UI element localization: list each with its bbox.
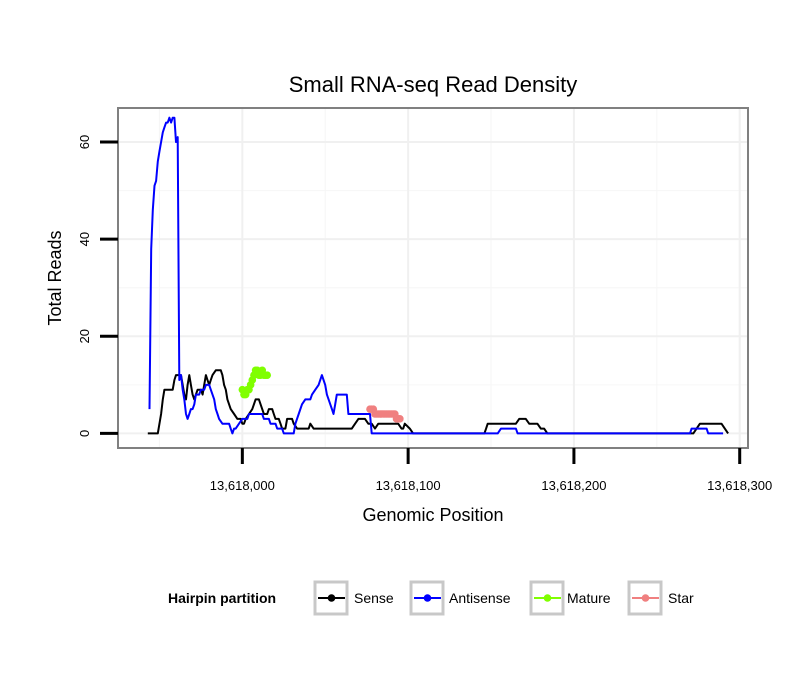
legend-title: Hairpin partition — [168, 590, 276, 606]
x-tick-label: 13,618,000 — [210, 478, 275, 493]
x-tick-label: 13,618,100 — [376, 478, 441, 493]
series-antisense — [148, 116, 724, 435]
plot-panel-border — [117, 107, 749, 449]
y-axis-title: Total Reads — [45, 230, 65, 325]
series-sense — [147, 369, 729, 435]
legend-entry-antisense: Antisense — [409, 580, 511, 616]
legend-key-point-mature — [543, 594, 552, 602]
y-tick-label: 0 — [77, 430, 92, 437]
series-star — [366, 405, 404, 423]
legend: Hairpin partition Sense Antisense Mature St… — [168, 580, 694, 616]
legend-key-point-sense — [327, 594, 336, 602]
legend-entry-mature: Mature — [529, 580, 611, 616]
x-tick-label: 13,618,200 — [541, 478, 606, 493]
antisense-line — [148, 116, 724, 435]
legend-key-point-star — [641, 594, 650, 602]
x-tick-label: 13,618,300 — [707, 478, 772, 493]
series-layer — [147, 116, 729, 435]
grid-lines — [118, 108, 748, 448]
y-tick-label: 60 — [77, 135, 92, 149]
sense-line — [147, 369, 729, 435]
legend-label-mature: Mature — [567, 590, 611, 606]
legend-label-star: Star — [668, 590, 694, 606]
y-tick-label: 20 — [77, 329, 92, 343]
y-tick-label: 40 — [77, 232, 92, 246]
legend-label-antisense: Antisense — [449, 590, 511, 606]
series-mature — [238, 366, 272, 399]
legend-label-sense: Sense — [354, 590, 394, 606]
legend-key-point-antisense — [423, 594, 432, 602]
legend-entry-star: Star — [627, 580, 694, 616]
x-axis-title: Genomic Position — [362, 505, 503, 525]
x-axis: 13,618,000 13,618,100 13,618,200 13,618,300 — [210, 448, 772, 493]
chart-title: Small RNA-seq Read Density — [289, 72, 578, 97]
legend-entry-sense: Sense — [313, 580, 394, 616]
mature-point — [263, 371, 272, 379]
y-axis: 0 20 40 60 — [77, 135, 118, 437]
star-point — [396, 415, 404, 423]
